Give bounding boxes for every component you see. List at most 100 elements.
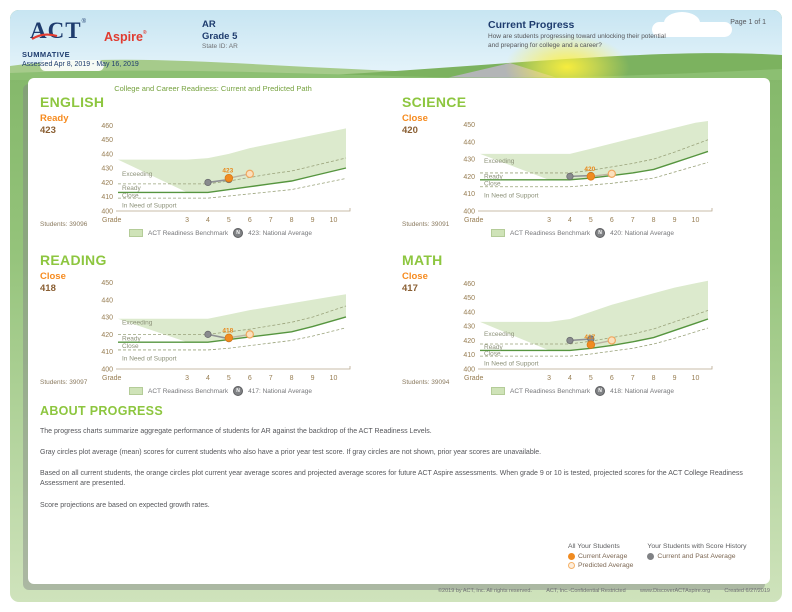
average-score: 420 xyxy=(402,125,418,136)
readiness-level: Close xyxy=(402,271,428,282)
benchmark-swatch-icon xyxy=(491,229,506,237)
svg-text:Grade: Grade xyxy=(464,375,484,382)
legend-item-label: Current Average xyxy=(578,553,628,560)
svg-text:10: 10 xyxy=(330,217,338,224)
svg-text:420: 420 xyxy=(101,332,113,339)
students-count: Students: 39094 xyxy=(402,379,450,386)
svg-text:450: 450 xyxy=(101,137,113,144)
svg-text:9: 9 xyxy=(673,217,677,224)
bottom-legend: All Your Students Current Average Predic… xyxy=(568,543,747,571)
footer-created-date: Created 6/27/2019 xyxy=(724,588,770,594)
logo-swoosh-icon xyxy=(31,33,58,40)
svg-text:460: 460 xyxy=(101,123,113,130)
svg-text:8: 8 xyxy=(290,217,294,224)
subject-title: SCIENCE xyxy=(402,94,467,110)
english-progress-chart: Exceeding Ready Close In Need of Support 460… xyxy=(88,116,353,238)
act-wordmark: ACT xyxy=(30,18,82,43)
header-center: AR Grade 5 State ID: AR xyxy=(202,19,238,51)
svg-text:418: 418 xyxy=(222,327,233,334)
svg-text:Close: Close xyxy=(484,350,501,357)
average-score: 418 xyxy=(40,283,56,294)
current-average-dot-icon xyxy=(568,553,575,560)
svg-text:9: 9 xyxy=(673,375,677,382)
students-count: Students: 39097 xyxy=(40,379,88,386)
aspire-wordmark: Aspire® xyxy=(104,30,147,44)
svg-text:Close: Close xyxy=(484,180,501,187)
footer-copyright: ©2019 by ACT, Inc. All rights reserved. xyxy=(438,588,532,594)
readiness-level: Close xyxy=(40,271,66,282)
svg-text:400: 400 xyxy=(101,209,113,216)
svg-text:4: 4 xyxy=(568,375,572,382)
legend-item-label: Current and Past Average xyxy=(657,553,736,560)
svg-text:400: 400 xyxy=(463,367,475,374)
about-progress-title: ABOUT PROGRESS xyxy=(40,404,163,418)
footer-url: www.DiscoverACTAspire.org xyxy=(639,588,711,594)
svg-text:3: 3 xyxy=(185,375,189,382)
svg-text:420: 420 xyxy=(463,338,475,345)
benchmark-swatch-icon xyxy=(129,387,144,395)
svg-text:440: 440 xyxy=(463,139,475,146)
legend-all-students-column: All Your Students Current Average Predic… xyxy=(568,543,633,571)
benchmark-legend-label: ACT Readiness Benchmark xyxy=(148,229,229,237)
svg-text:410: 410 xyxy=(101,349,113,356)
svg-text:Grade: Grade xyxy=(102,375,122,382)
svg-text:10: 10 xyxy=(692,217,700,224)
state-id: State ID: AR xyxy=(202,42,238,50)
svg-text:6: 6 xyxy=(248,217,252,224)
svg-text:5: 5 xyxy=(227,375,231,382)
benchmark-legend-label: ACT Readiness Benchmark xyxy=(510,387,591,395)
svg-text:440: 440 xyxy=(463,309,475,316)
svg-text:4: 4 xyxy=(206,217,210,224)
report-footer: ©2019 by ACT, Inc. All rights reserved. … xyxy=(438,588,770,594)
subject-title: READING xyxy=(40,252,107,268)
svg-text:9: 9 xyxy=(311,217,315,224)
svg-text:410: 410 xyxy=(101,194,113,201)
legend-score-history-column: Your Students with Score History Current… xyxy=(647,543,747,571)
svg-text:10: 10 xyxy=(692,375,700,382)
svg-text:430: 430 xyxy=(101,166,113,173)
subject-title: ENGLISH xyxy=(40,94,105,110)
report-section-title: Current Progress xyxy=(488,19,575,31)
svg-text:8: 8 xyxy=(652,217,656,224)
svg-text:9: 9 xyxy=(311,375,315,382)
benchmark-swatch-icon xyxy=(129,229,144,237)
svg-text:417: 417 xyxy=(584,334,595,341)
svg-text:440: 440 xyxy=(101,297,113,304)
svg-text:In Need of Support: In Need of Support xyxy=(484,192,539,199)
about-paragraph: Gray circles plot average (mean) scores … xyxy=(40,449,542,457)
svg-text:3: 3 xyxy=(185,217,189,224)
svg-text:4: 4 xyxy=(568,217,572,224)
aspire-text: Aspire xyxy=(104,30,143,44)
svg-text:450: 450 xyxy=(463,295,475,302)
svg-text:450: 450 xyxy=(463,122,475,129)
svg-text:In Need of Support: In Need of Support xyxy=(484,360,539,367)
charts-section-title: College and Career Readiness: Current an… xyxy=(114,84,312,93)
page-number: Page 1 of 1 xyxy=(730,19,766,26)
readiness-level: Ready xyxy=(40,113,69,124)
svg-text:430: 430 xyxy=(101,315,113,322)
svg-text:430: 430 xyxy=(463,324,475,331)
svg-text:7: 7 xyxy=(269,375,273,382)
act-registered-mark: ® xyxy=(81,19,86,25)
about-progress-section: ABOUT PROGRESS The progress charts summa… xyxy=(40,404,756,522)
header-right: Current Progress How are students progre… xyxy=(488,19,666,51)
svg-text:410: 410 xyxy=(463,352,475,359)
svg-text:Grade: Grade xyxy=(102,217,122,224)
benchmark-legend-label: ACT Readiness Benchmark xyxy=(148,387,229,395)
report-frame: ACT® Aspire® SUMMATIVE Assessed Apr 8, 2… xyxy=(10,10,782,602)
students-count: Students: 39096 xyxy=(40,221,88,228)
report-section-question: How are students progressing toward unlo… xyxy=(488,33,666,49)
svg-text:Ready: Ready xyxy=(484,173,504,180)
legend-item: Current Average xyxy=(568,553,633,560)
svg-text:Ready: Ready xyxy=(122,335,142,342)
svg-text:Exceeding: Exceeding xyxy=(484,331,515,338)
benchmark-swatch-icon xyxy=(491,387,506,395)
svg-text:400: 400 xyxy=(463,209,475,216)
svg-text:Ready: Ready xyxy=(484,344,504,351)
national-average-label: 423: National Average xyxy=(248,229,312,237)
subject-title: MATH xyxy=(402,252,443,268)
svg-text:7: 7 xyxy=(269,217,273,224)
chart-legend: ACT Readiness Benchmark N 417: National … xyxy=(88,386,353,396)
history-average-dot-icon xyxy=(647,553,655,560)
